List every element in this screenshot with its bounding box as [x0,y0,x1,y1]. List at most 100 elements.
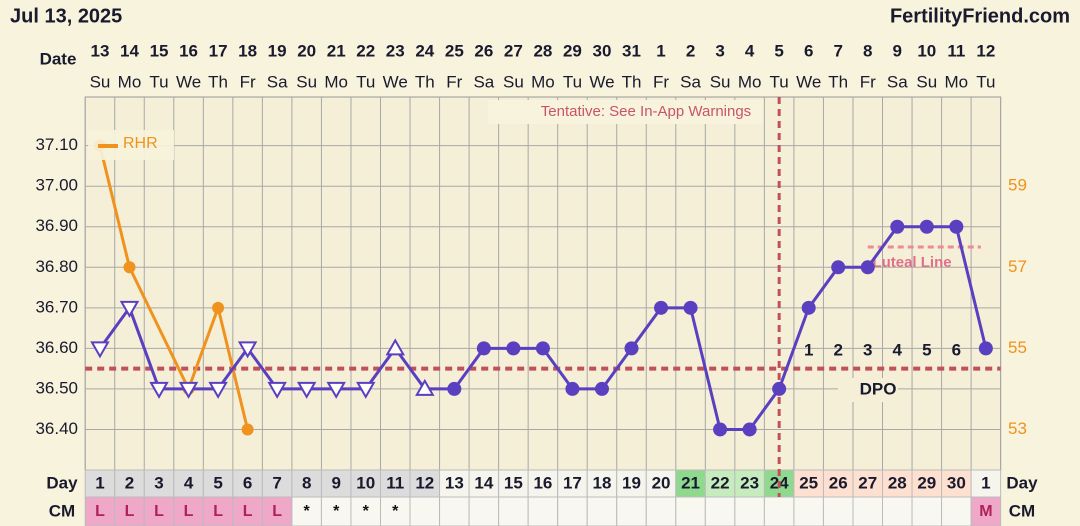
cm-cell [852,496,884,526]
temp-point [326,381,346,399]
dpo-number: 6 [952,340,961,359]
cycle-day: 10 [356,473,375,492]
cycle-day: 13 [445,473,464,492]
temp-point [447,381,462,396]
day-cell [734,469,765,498]
date-label: 24 [415,41,434,60]
date-label: 5 [774,41,783,60]
rhr-point [123,261,136,274]
date-label: 29 [563,41,582,60]
temp-point [208,381,228,399]
y-tick-label: 37.10 [35,135,78,154]
cm-value: L [243,503,253,520]
date-label: 8 [863,41,872,60]
cycle-day: 8 [302,473,311,492]
cm-cell [498,496,529,526]
site-name: FertilityFriend.com [890,5,1070,27]
date-label: 11 [947,41,965,60]
y-tick-label: 36.40 [35,419,78,438]
date-label: 15 [150,41,169,60]
cm-cell [173,496,204,526]
temp-point [415,378,435,396]
weekday-label: Sa [473,72,494,91]
cm-cell [202,496,234,526]
weekday-label: Tu [149,72,168,91]
cycle-day: 30 [947,473,966,492]
luteal-label: Luteal Line [872,254,951,271]
cm-value: M [979,503,992,520]
weekday-label: Fr [860,72,876,91]
cycle-day: 20 [652,473,671,492]
weekday-label: We [176,72,201,91]
y-tick-label: 36.90 [35,216,78,235]
day-cell [793,469,824,498]
cm-cell [84,496,116,526]
cm-value: L [184,503,194,520]
cm-cell [704,496,736,526]
cm-cell [468,496,500,526]
temp-point [178,381,199,399]
temp-point [356,381,376,399]
row-label: Day [1006,473,1038,492]
weekday-label: Su [90,72,111,91]
cycle-day: 14 [474,473,493,492]
dpo-number: 1 [804,340,813,359]
date-label: 4 [745,41,755,60]
cm-value: * [333,503,340,520]
temp-point [506,341,521,356]
day-cell [232,469,263,498]
temp-point [90,341,110,359]
date-label: 7 [833,41,842,60]
day-cell [114,469,145,498]
day-cell [409,469,441,498]
temp-point [713,422,728,437]
chart-date: Jul 13, 2025 [10,5,122,27]
cm-cell [291,496,322,526]
cycle-day: 23 [740,473,759,492]
weekday-label: Th [622,72,642,91]
y2-tick-label: 59 [1008,176,1027,195]
dpo-number: 5 [922,340,931,359]
cm-cell [527,496,559,526]
cm-cell [586,496,618,526]
weekday-label: Mo [945,72,969,91]
weekday-label: Fr [240,72,256,91]
date-label: 12 [976,41,995,60]
cycle-day: 5 [213,473,222,492]
date-label: 3 [715,41,724,60]
day-cell [173,469,204,498]
cm-cell [970,496,1002,526]
date-label: 21 [327,41,346,60]
dpo-bg [838,378,898,402]
day-cell [84,469,116,498]
temp-point [919,219,934,234]
cm-cell [232,496,263,526]
temp-point [565,381,580,396]
cm-cell [439,496,470,526]
cycle-day: 7 [272,473,281,492]
cycle-day: 4 [184,473,194,492]
date-label: 16 [179,41,198,60]
weekday-label: Th [828,72,848,91]
cycle-day: 25 [799,473,818,492]
weekday-label: We [383,72,408,91]
weekday-label: Su [296,72,317,91]
weekday-label: Sa [680,72,701,91]
temp-point [890,219,905,234]
cm-value: * [392,503,399,520]
date-label: 14 [120,41,139,60]
cm-cell [734,496,765,526]
legend-label: RHR [123,135,158,152]
weekday-label: Su [916,72,937,91]
cm-cell [911,496,943,526]
cm-cell [941,496,972,526]
date-label: 20 [297,41,316,60]
rhr-point [241,423,254,436]
plot-area [84,96,1002,471]
date-label: 9 [893,41,902,60]
temp-point [742,422,757,437]
temp-point [654,300,669,315]
cycle-day: 6 [243,473,252,492]
temp-point [860,260,875,275]
date-label: 17 [209,41,228,60]
